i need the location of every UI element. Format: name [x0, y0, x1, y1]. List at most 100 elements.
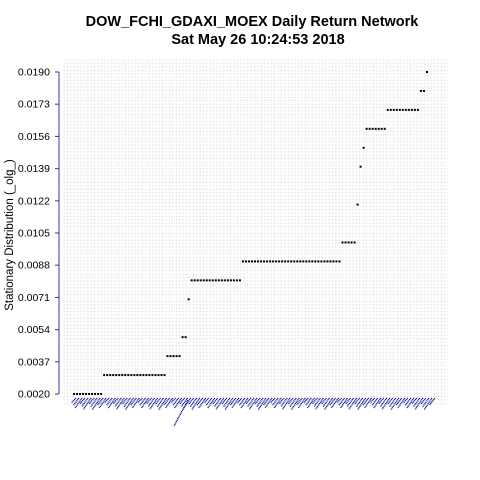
data-point	[269, 260, 272, 263]
node-label-mark	[406, 397, 415, 409]
node-label-mark	[338, 397, 346, 407]
node-label-mark	[88, 397, 95, 405]
node-label-mark	[264, 397, 273, 409]
node-label-mark	[312, 397, 318, 405]
data-point	[196, 279, 199, 282]
data-point	[235, 279, 238, 282]
node-label-mark	[156, 397, 165, 408]
y-tick-label: 0.0037	[18, 356, 50, 368]
data-point	[374, 127, 377, 130]
data-point	[287, 260, 290, 263]
node-label-mark	[364, 397, 373, 409]
data-point	[133, 374, 136, 377]
data-points	[73, 71, 428, 395]
node-label-mark	[104, 397, 110, 404]
node-label-mark	[287, 397, 294, 405]
node-label-mark	[423, 397, 433, 411]
node-label-mark	[79, 397, 86, 405]
node-label-mark	[124, 397, 134, 411]
data-point	[115, 374, 118, 377]
node-label-mark	[149, 397, 158, 410]
data-point	[130, 374, 133, 377]
data-point	[211, 279, 214, 282]
node-label-mark	[411, 397, 418, 405]
node-label-mark	[390, 397, 400, 411]
data-point	[260, 260, 263, 263]
data-point	[404, 108, 407, 111]
node-label-mark	[238, 397, 246, 407]
data-point	[184, 336, 187, 339]
data-point	[371, 127, 374, 130]
data-point	[94, 393, 97, 395]
node-label-mark	[369, 397, 376, 404]
data-point	[175, 355, 178, 358]
node-label-mark	[140, 397, 149, 409]
node-label-mark	[154, 397, 161, 405]
data-point	[332, 260, 335, 263]
data-point	[142, 374, 145, 377]
data-point	[226, 279, 229, 282]
y-tick-label: 0.0020	[18, 389, 50, 401]
data-point	[250, 260, 253, 263]
node-label-mark	[91, 397, 101, 411]
y-tick-label: 0.0139	[18, 163, 50, 175]
node-label-mark	[357, 397, 367, 411]
node-label-mark	[170, 397, 177, 404]
data-point	[353, 241, 356, 244]
data-point	[380, 127, 383, 130]
data-point	[320, 260, 323, 263]
node-label-mark	[304, 397, 312, 407]
data-point	[190, 279, 193, 282]
node-label-mark	[290, 397, 300, 411]
node-label-mark	[71, 397, 77, 404]
node-label-mark	[345, 397, 352, 405]
node-label-mark	[346, 397, 355, 407]
data-point	[350, 241, 353, 244]
data-point	[293, 260, 296, 263]
node-label-mark	[255, 397, 264, 408]
node-label-mark	[214, 397, 222, 407]
y-tick-label: 0.0071	[18, 292, 50, 304]
data-point	[410, 108, 413, 111]
node-label-mark	[380, 397, 388, 407]
node-label-mark	[173, 397, 183, 409]
data-point	[302, 260, 305, 263]
data-point	[305, 260, 308, 263]
data-point	[419, 89, 422, 92]
node-label-mark	[107, 397, 116, 409]
data-point	[91, 393, 94, 395]
data-point	[106, 374, 109, 377]
node-label-mark	[387, 397, 394, 405]
data-point	[103, 374, 106, 377]
data-point	[323, 260, 326, 263]
data-point	[296, 260, 299, 263]
data-point	[118, 374, 121, 377]
y-axis-label: Stationary Distribution (_olg_)	[4, 159, 16, 311]
data-point	[229, 279, 232, 282]
data-point	[76, 393, 79, 395]
data-point	[383, 127, 386, 130]
data-point	[344, 241, 347, 244]
node-label-mark	[72, 397, 80, 407]
data-point	[247, 260, 250, 263]
node-label-mark	[123, 397, 131, 408]
data-point	[205, 279, 208, 282]
data-point	[214, 279, 217, 282]
data-point	[73, 393, 75, 395]
node-label-mark	[212, 397, 219, 405]
data-point	[359, 165, 362, 168]
data-point	[178, 355, 181, 358]
y-tick-label: 0.0173	[18, 99, 50, 111]
node-label-mark	[315, 397, 324, 410]
data-point	[136, 374, 139, 377]
data-point	[181, 336, 184, 339]
data-point	[263, 260, 266, 263]
node-label-mark	[331, 397, 339, 409]
node-label-mark	[323, 397, 333, 411]
node-label-mark	[116, 397, 125, 410]
node-label-mark	[270, 397, 276, 404]
node-label-mark	[273, 397, 282, 409]
node-label-mark	[147, 397, 155, 407]
node-label-mark	[173, 399, 189, 427]
